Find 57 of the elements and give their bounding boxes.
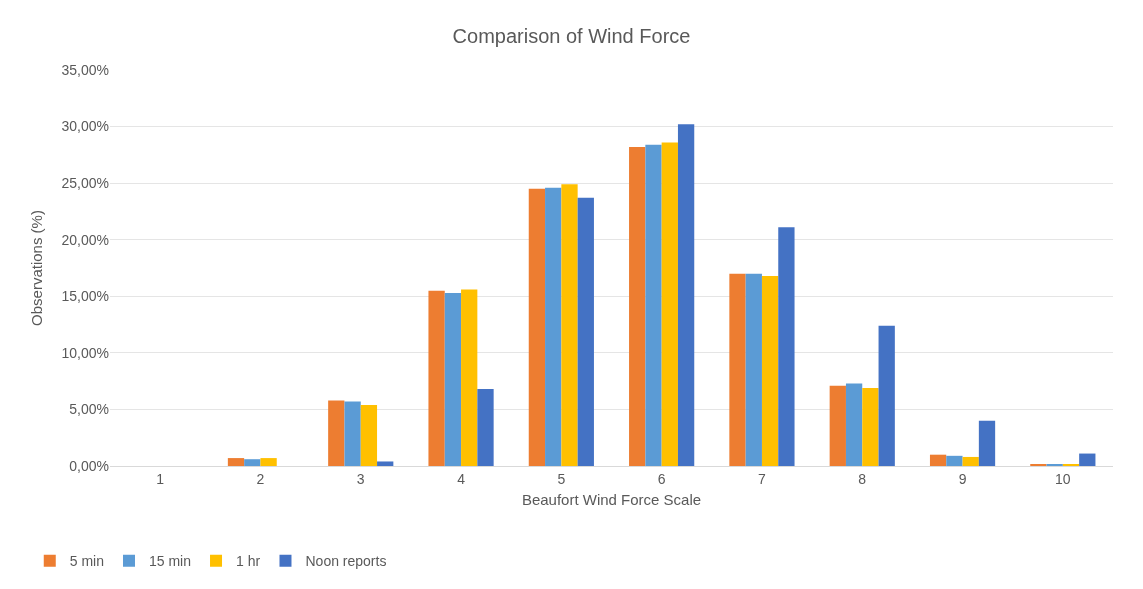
bar xyxy=(444,292,462,466)
x-tick-label: 1 xyxy=(156,470,165,487)
y-tick-label: 10,00% xyxy=(61,344,109,361)
x-tick-label: 3 xyxy=(356,470,365,487)
bar xyxy=(845,383,863,466)
bar xyxy=(829,385,846,466)
y-tick-label: 15,00% xyxy=(61,288,109,305)
bar xyxy=(745,273,762,466)
x-tick-label: 6 xyxy=(657,470,666,487)
y-tick-label: 25,00% xyxy=(61,175,109,192)
x-tick-label: 2 xyxy=(256,470,265,487)
bar xyxy=(377,461,394,466)
bar xyxy=(260,458,277,466)
x-tick-label: 9 xyxy=(958,470,967,487)
bar xyxy=(477,389,494,466)
y-axis-title: Observations (%) xyxy=(27,210,45,326)
legend-label: Noon reports xyxy=(305,553,387,570)
chart-title: Comparison of Wind Force xyxy=(452,25,691,48)
bar xyxy=(862,387,879,466)
y-tick-label: 20,00% xyxy=(61,231,109,248)
y-tick-label: 35,00% xyxy=(61,61,109,78)
x-axis-title: Beaufort Wind Force Scale xyxy=(521,490,702,508)
bar xyxy=(677,124,695,466)
bar xyxy=(878,325,895,466)
x-tick-label: 7 xyxy=(758,470,767,487)
bar xyxy=(962,456,979,466)
bar xyxy=(561,184,578,466)
bar xyxy=(577,197,594,466)
bar xyxy=(227,458,245,466)
bar xyxy=(328,400,345,466)
y-tick-label: 30,00% xyxy=(61,118,109,135)
x-tick-label: 8 xyxy=(858,470,867,487)
bar xyxy=(929,454,947,466)
bar xyxy=(360,404,378,466)
legend-label: 1 hr xyxy=(236,553,261,570)
x-tick-label: 5 xyxy=(557,470,566,487)
legend-label: 15 min xyxy=(148,553,192,570)
bar xyxy=(761,275,779,466)
bar xyxy=(461,289,478,466)
legend-label: 5 min xyxy=(69,553,104,570)
x-tick-label: 10 xyxy=(1055,470,1071,487)
bar xyxy=(778,227,795,466)
bar xyxy=(528,188,546,466)
bar xyxy=(629,146,646,466)
x-tick-label: 4 xyxy=(457,470,466,487)
bar xyxy=(729,273,746,466)
bar xyxy=(428,290,445,466)
bar xyxy=(946,455,963,466)
y-tick-label: 0,00% xyxy=(69,457,109,474)
bar xyxy=(1079,453,1096,466)
bar xyxy=(344,401,361,466)
bar xyxy=(661,142,678,466)
bar xyxy=(645,144,662,466)
y-tick-label: 5,00% xyxy=(69,401,109,418)
bar xyxy=(545,187,562,466)
bar xyxy=(244,459,261,466)
bar xyxy=(978,420,996,466)
